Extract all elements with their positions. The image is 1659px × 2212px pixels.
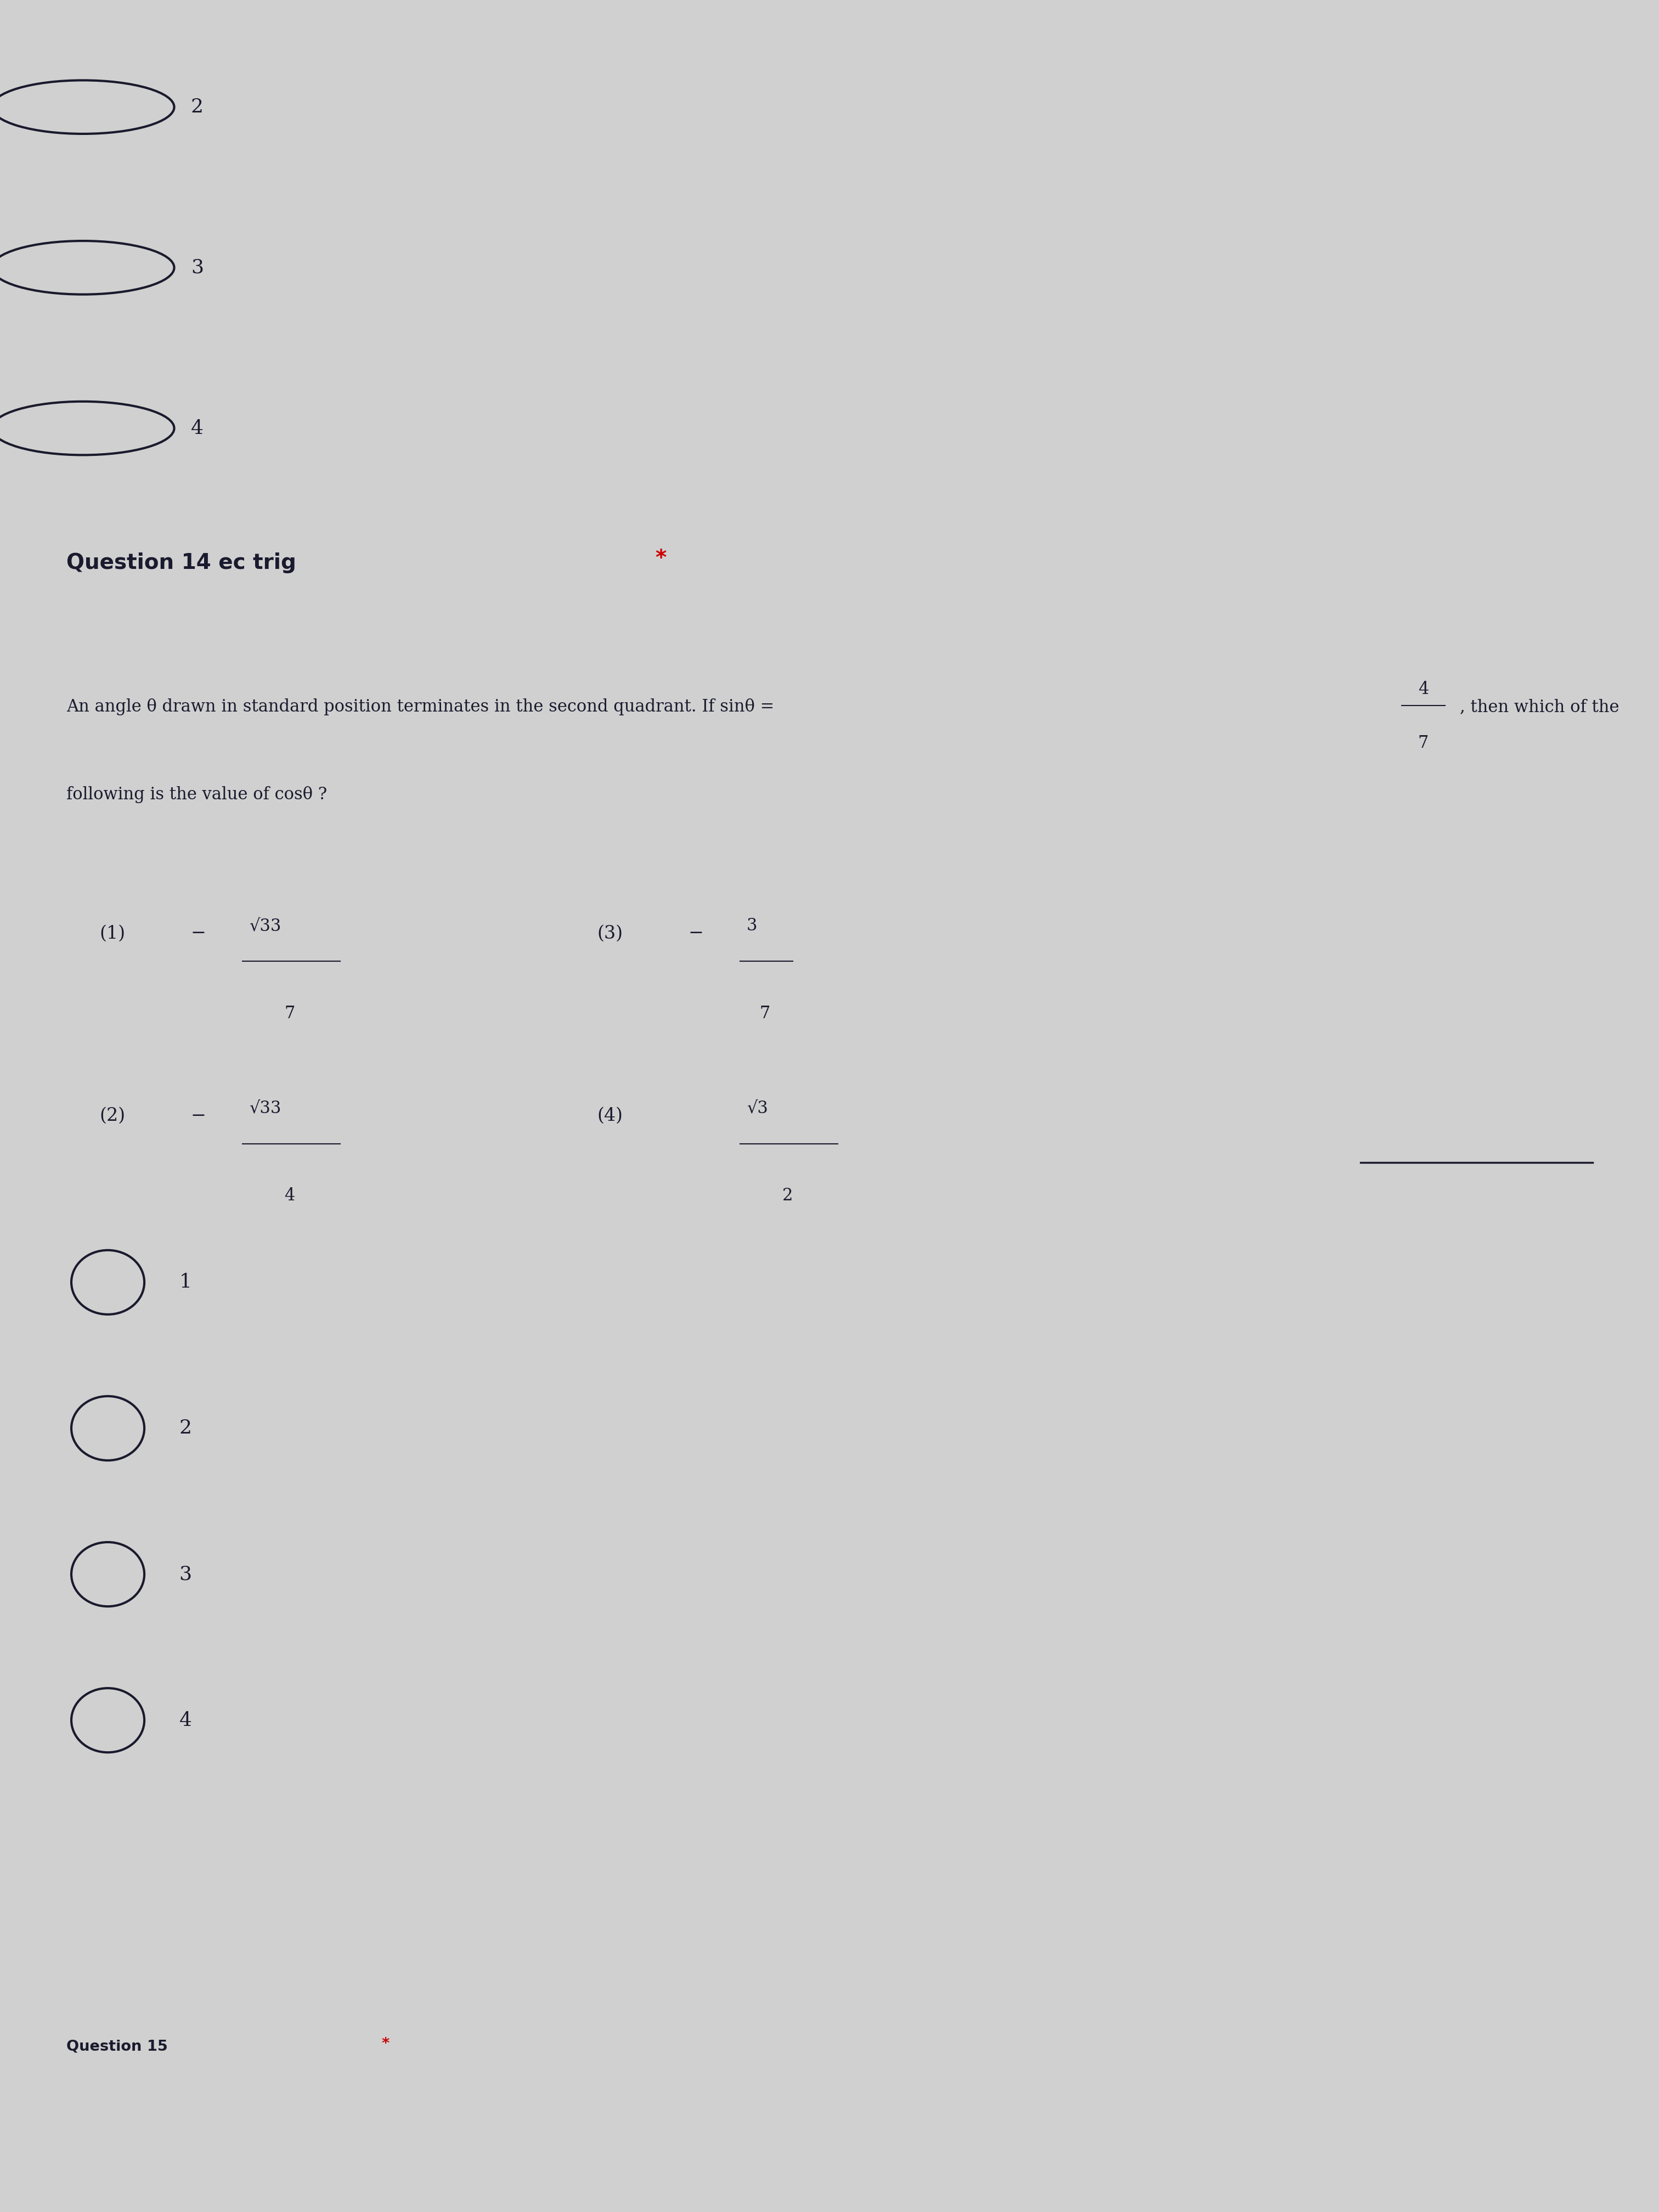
Text: 1: 1 <box>179 1272 192 1292</box>
Text: 4: 4 <box>1418 681 1428 697</box>
Text: 7: 7 <box>1418 734 1428 752</box>
Text: 3: 3 <box>179 1564 192 1584</box>
Text: 2: 2 <box>783 1188 793 1203</box>
Text: Question 15: Question 15 <box>66 2039 173 2053</box>
Text: 4: 4 <box>285 1188 295 1203</box>
Text: −: − <box>688 925 703 942</box>
Text: 3: 3 <box>191 259 204 276</box>
Text: (2): (2) <box>100 1108 126 1124</box>
Text: , then which of the: , then which of the <box>1460 699 1619 714</box>
Text: *: * <box>655 549 667 568</box>
Text: √33: √33 <box>249 1099 280 1117</box>
Text: 7: 7 <box>760 1004 770 1022</box>
Text: An angle θ drawn in standard position terminates in the second quadrant. If sinθ: An angle θ drawn in standard position te… <box>66 699 775 714</box>
Text: 2: 2 <box>179 1418 192 1438</box>
Text: (1): (1) <box>100 925 126 942</box>
Text: Question 14 ec trig: Question 14 ec trig <box>66 553 304 573</box>
Text: √3: √3 <box>747 1099 768 1117</box>
Text: (4): (4) <box>597 1108 624 1124</box>
Text: √33: √33 <box>249 918 280 933</box>
Text: 3: 3 <box>747 918 757 933</box>
Text: −: − <box>191 925 206 942</box>
Text: 7: 7 <box>285 1004 295 1022</box>
Text: 4: 4 <box>179 1710 192 1730</box>
Text: −: − <box>191 1108 206 1124</box>
Text: (3): (3) <box>597 925 624 942</box>
Text: *: * <box>382 2037 390 2051</box>
Text: 2: 2 <box>191 97 204 117</box>
Text: 4: 4 <box>191 418 204 438</box>
Text: following is the value of cosθ ?: following is the value of cosθ ? <box>66 785 327 803</box>
